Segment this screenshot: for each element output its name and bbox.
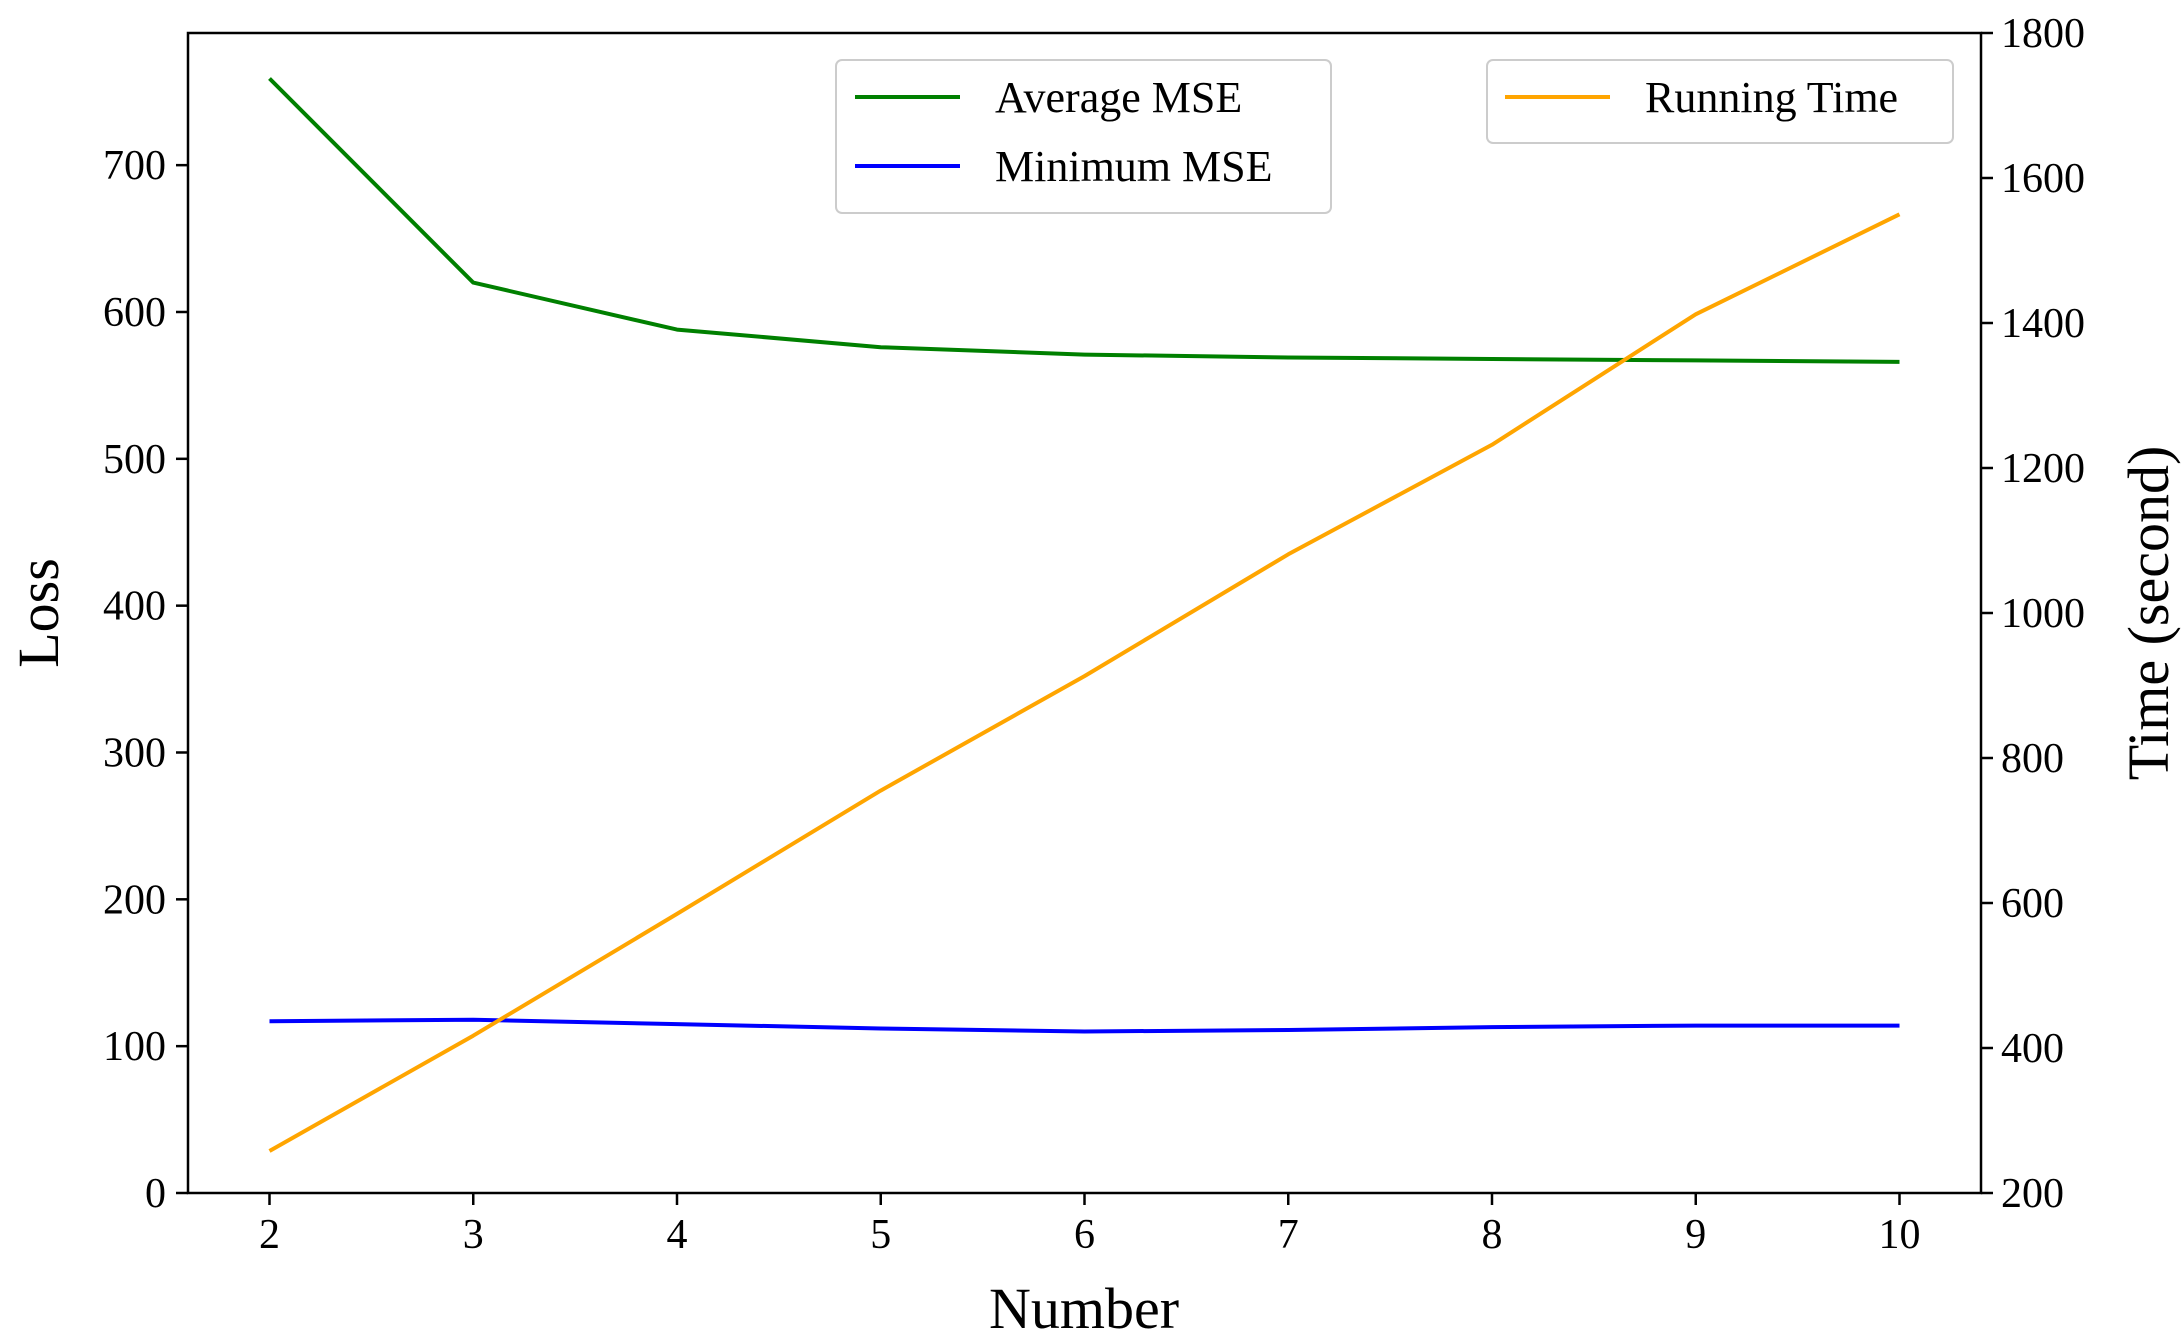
y-axis-title: Loss	[6, 558, 71, 668]
x-tick-label: 8	[1482, 1212, 1503, 1258]
x-tick-label: 4	[667, 1212, 688, 1258]
x-tick-label: 3	[463, 1212, 484, 1258]
y2-axis-ticks: 200 400 600 800 1000 1200 1400 1600 1800	[1981, 11, 2085, 1217]
x-tick-label: 9	[1685, 1212, 1706, 1258]
legend-label-minimum-mse: Minimum MSE	[995, 142, 1273, 191]
y-tick-label: 200	[103, 877, 166, 923]
y2-tick-label: 1600	[2001, 156, 2085, 202]
series-line-minimum-mse	[269, 1017, 1900, 1034]
y2-axis-title: Time (second)	[2116, 446, 2181, 781]
x-axis-title: Number	[989, 1276, 1179, 1341]
x-tick-label: 2	[259, 1212, 280, 1258]
y2-tick-label: 1800	[2001, 11, 2085, 57]
series-line-running-time	[268, 212, 1901, 1153]
y2-tick-label: 400	[2001, 1026, 2064, 1072]
y-tick-label: 0	[145, 1171, 166, 1217]
x-tick-label: 10	[1879, 1212, 1921, 1258]
x-tick-label: 7	[1278, 1212, 1299, 1258]
y-tick-label: 500	[103, 437, 166, 483]
x-tick-label: 6	[1074, 1212, 1095, 1258]
y-tick-label: 600	[103, 290, 166, 336]
y2-tick-label: 1000	[2001, 591, 2085, 637]
y-tick-label: 100	[103, 1024, 166, 1070]
legend-left: Average MSE Minimum MSE	[835, 59, 1332, 214]
y-tick-label: 400	[103, 584, 166, 630]
y-axis-ticks: 0 100 200 300 400 500 600 700	[103, 143, 188, 1217]
legend-right: Running Time	[1486, 59, 1954, 144]
legend-right-box	[1486, 59, 1954, 144]
y2-tick-label: 800	[2001, 736, 2064, 782]
y2-tick-label: 1400	[2001, 301, 2085, 347]
x-tick-label: 5	[870, 1212, 891, 1258]
legend-label-running-time: Running Time	[1645, 73, 1898, 122]
y2-tick-label: 1200	[2001, 446, 2085, 492]
y-tick-label: 300	[103, 730, 166, 776]
legend-label-average-mse: Average MSE	[995, 73, 1242, 122]
x-axis-ticks: 2 3 4 5 6 7 8 9 10	[259, 1193, 1921, 1258]
y-tick-label: 700	[103, 143, 166, 189]
series-layer	[268, 77, 1901, 1153]
y2-tick-label: 600	[2001, 881, 2064, 927]
y2-tick-label: 200	[2001, 1171, 2064, 1217]
